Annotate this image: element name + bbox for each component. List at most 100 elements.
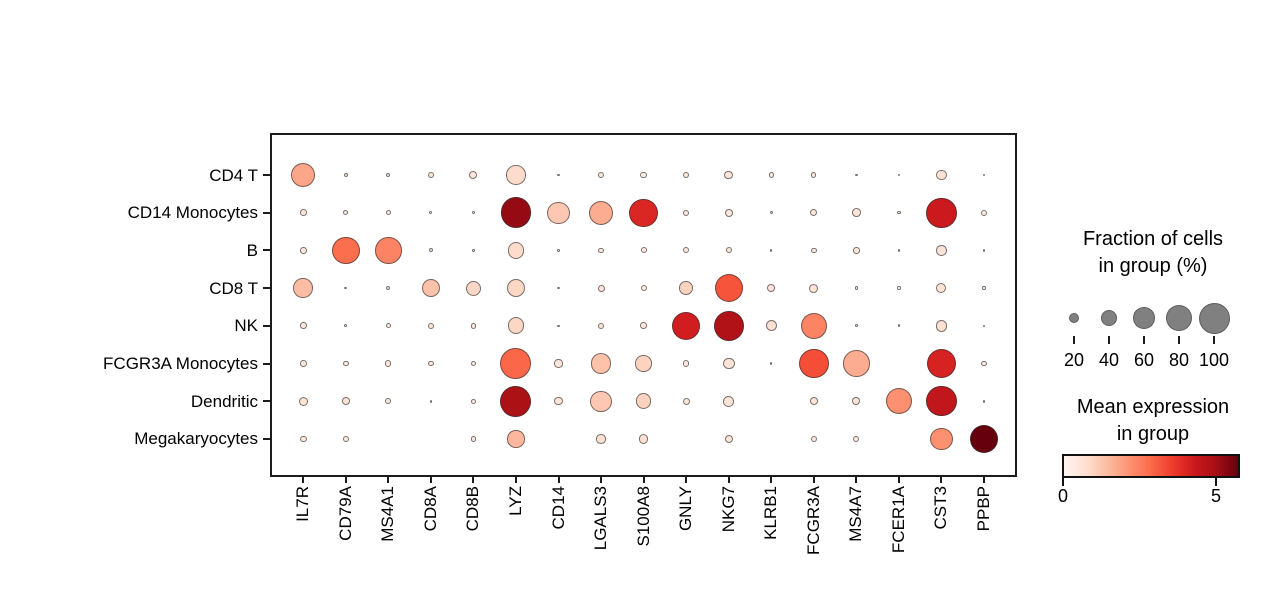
expression-dot (470, 436, 477, 442)
expression-dot (386, 172, 391, 178)
size-legend-dot (1100, 309, 1118, 327)
expression-dot (427, 171, 434, 179)
size-legend-value: 100 (1198, 350, 1230, 370)
expression-dot (897, 249, 901, 252)
colorbar-tick-value: 0 (1057, 486, 1068, 506)
expression-dot (800, 312, 827, 339)
gene-label: S100A8 (633, 486, 653, 547)
expression-dot (897, 324, 901, 328)
size-legend-dot (1068, 312, 1080, 324)
expression-dot (683, 209, 690, 216)
expression-dot (679, 281, 693, 295)
expression-dot (500, 385, 532, 417)
colorbar-tick-value: 5 (1211, 486, 1222, 506)
expression-dot (470, 398, 476, 404)
expression-dot (936, 245, 947, 256)
expression-dot (507, 430, 525, 448)
expression-dot (291, 162, 316, 188)
y-tick (263, 249, 270, 252)
expression-dot (809, 283, 819, 293)
expression-dot (299, 247, 307, 254)
y-tick (263, 211, 270, 214)
expression-dot (299, 322, 307, 330)
expression-dot (810, 247, 817, 254)
gene-label: CD14 (548, 486, 568, 530)
expression-dot (427, 322, 434, 329)
expression-dot (429, 399, 433, 403)
cell-type-label: CD14 Monocytes (127, 203, 258, 223)
y-tick (263, 174, 270, 176)
gene-label: KLRB1 (761, 486, 781, 540)
x-tick (642, 477, 645, 483)
size-legend-tick (1178, 336, 1180, 344)
expression-dot (936, 169, 947, 181)
x-tick (727, 477, 730, 483)
size-legend-tick (1143, 336, 1145, 344)
expression-dot (765, 320, 777, 332)
expression-dot (385, 323, 391, 329)
expression-dot (811, 172, 817, 178)
gene-label: IL7R (293, 486, 313, 522)
gene-label: CD8A (420, 486, 440, 532)
expression-dot (640, 322, 647, 330)
cell-type-label: CD8 T (209, 278, 258, 298)
expression-dot (554, 359, 563, 368)
expression-dot (854, 286, 858, 290)
expression-dot (855, 324, 858, 328)
expression-dot (640, 285, 647, 292)
gene-label: CD8B (463, 486, 483, 532)
cell-type-label: Dendritic (190, 391, 258, 411)
expression-dot (770, 249, 773, 252)
expression-dot (385, 360, 392, 367)
size-legend-value: 60 (1133, 350, 1155, 370)
expression-dot (507, 317, 525, 335)
size-legend-dot (1165, 304, 1193, 332)
expression-dot (926, 386, 957, 417)
expression-dot (723, 395, 735, 407)
expression-dot (798, 348, 829, 379)
expression-dot (640, 171, 647, 179)
expression-dot (885, 388, 912, 415)
x-tick (514, 477, 517, 483)
plot-area (270, 133, 1017, 477)
y-tick (263, 287, 270, 290)
expression-dot (341, 397, 350, 406)
x-tick (387, 477, 390, 483)
expression-dot (299, 209, 307, 216)
gene-label: GNLY (676, 486, 696, 532)
expression-dot (682, 360, 690, 367)
x-tick (940, 477, 943, 483)
expression-dot (470, 360, 477, 367)
cell-type-label: FCGR3A Monocytes (103, 354, 258, 373)
expression-dot (982, 249, 986, 252)
size-legend-dot (1198, 302, 1230, 334)
colorbar-tick (1215, 478, 1218, 486)
expression-dot (672, 311, 701, 340)
expression-dot (768, 172, 774, 178)
expression-dot (724, 434, 733, 443)
expression-dot (926, 348, 957, 379)
expression-dot (470, 322, 477, 329)
expression-dot (554, 397, 563, 406)
size-legend-tick (1213, 336, 1215, 344)
expression-dot (769, 211, 773, 215)
expression-dot (629, 198, 658, 227)
expression-dot (590, 353, 612, 374)
expression-dot (897, 211, 901, 215)
size-legend-value: 20 (1063, 350, 1085, 370)
expression-dot (640, 247, 647, 254)
expression-dot (506, 165, 526, 185)
x-tick (429, 477, 432, 483)
expression-dot (722, 357, 735, 370)
expression-dot (299, 435, 307, 443)
y-tick (263, 400, 270, 403)
expression-dot (638, 434, 649, 444)
expression-dot (597, 284, 605, 292)
expression-dot (982, 399, 986, 403)
expression-dot (981, 209, 987, 216)
y-tick (263, 437, 270, 440)
expression-dot (926, 197, 957, 228)
expression-dot (547, 201, 570, 224)
x-tick (472, 477, 475, 483)
expression-dot (557, 173, 560, 177)
